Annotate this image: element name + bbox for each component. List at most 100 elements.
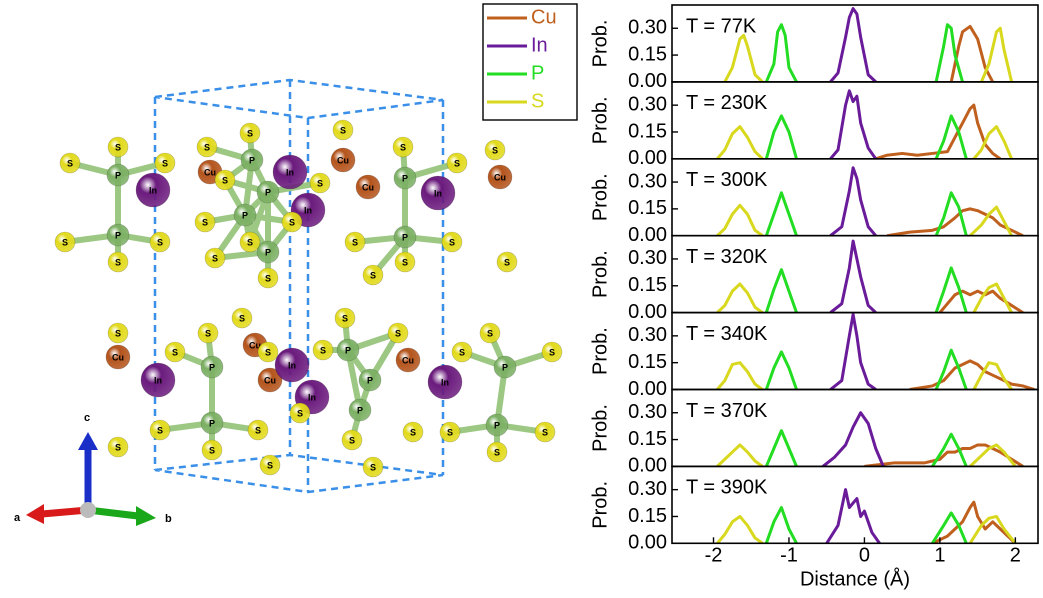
- panel: 0.00 0.15 0.30 Prob. T = 77K Cu In PS: [482, 3, 1039, 121]
- atom: [486, 441, 508, 463]
- panel: 0.00 0.15 0.30 Prob. T = 390K -2 -1 0 1 2 Distance…: [589, 465, 1039, 591]
- series-line: [716, 514, 1017, 544]
- panel-annotation: T = 230K: [686, 92, 768, 114]
- atom-label: S: [212, 253, 218, 263]
- atom-label: P: [265, 247, 271, 257]
- atom: [259, 454, 281, 476]
- atom-label: P: [502, 362, 508, 372]
- panel: 0.00 0.15 0.30 Prob. T = 300K: [589, 158, 1039, 246]
- atom: [107, 136, 129, 158]
- series-line: [909, 359, 1035, 390]
- atom: [485, 413, 509, 437]
- legend-label: Cu: [531, 6, 557, 28]
- atom: [54, 231, 76, 253]
- atom: [334, 307, 356, 329]
- atom: [393, 225, 417, 249]
- y-tick-label: 0.30: [628, 247, 667, 269]
- atom-label: Cu: [337, 155, 349, 165]
- atom-label: S: [370, 270, 376, 280]
- atom: [200, 355, 224, 379]
- atom-label: P: [402, 173, 408, 183]
- atom-label: S: [549, 347, 555, 357]
- atom: [231, 307, 253, 329]
- y-tick-label: 0.30: [628, 170, 667, 192]
- atom-label: S: [297, 408, 303, 418]
- y-tick-label: 0.30: [628, 324, 667, 346]
- atom: [441, 231, 463, 253]
- c-arrow: [78, 432, 98, 450]
- atom-label: S: [410, 427, 416, 437]
- atom-label: S: [402, 257, 408, 267]
- atom-label: S: [320, 345, 326, 355]
- x-tick-label: -1: [780, 545, 798, 567]
- series-line: [829, 239, 877, 313]
- atom: [496, 251, 518, 273]
- y-axis-label: Prob.: [589, 250, 611, 298]
- atom: [194, 211, 216, 233]
- atom: [107, 322, 129, 344]
- atom: [233, 203, 257, 227]
- atom: [196, 136, 218, 158]
- atom-label: Cu: [362, 182, 374, 192]
- atom: [257, 341, 279, 363]
- atom-label: S: [395, 328, 401, 338]
- atom: [341, 429, 363, 451]
- series-line: [829, 7, 877, 82]
- y-tick-label: 0.00: [628, 378, 667, 400]
- atom-label: S: [115, 142, 121, 152]
- y-axis-label: Prob.: [589, 481, 611, 529]
- x-tick-label: -2: [705, 545, 723, 567]
- atom-label: P: [209, 362, 215, 372]
- atom-label: S: [342, 313, 348, 323]
- atom: [402, 421, 424, 443]
- series-line: [723, 26, 1014, 82]
- atom: [289, 402, 311, 424]
- series-line: [829, 312, 877, 390]
- atom: [201, 439, 223, 461]
- atom: [272, 154, 308, 190]
- atom: [330, 147, 356, 173]
- atom-label: In: [288, 360, 296, 370]
- b-axis: [87, 506, 139, 520]
- plot-area: [716, 166, 1024, 236]
- b-arrow: [136, 506, 156, 526]
- atom: [214, 169, 236, 191]
- atom: [257, 367, 283, 393]
- series-line: [716, 125, 1013, 159]
- atom: [420, 175, 456, 211]
- plot-area: [716, 411, 1024, 467]
- series-line: [764, 23, 964, 82]
- panel-frame: [671, 465, 1039, 545]
- atom-label: P: [345, 345, 351, 355]
- atom: [439, 421, 461, 443]
- legend-label: P: [531, 62, 544, 84]
- atom: [107, 436, 129, 458]
- panel-annotation: T = 77K: [686, 15, 757, 37]
- plot-area: [716, 239, 1024, 313]
- y-tick-label: 0.15: [628, 428, 667, 450]
- atom: [393, 166, 417, 190]
- origin: [80, 502, 96, 518]
- panel-annotation: T = 320K: [686, 246, 768, 268]
- atom: [336, 338, 360, 362]
- atom-label: S: [349, 435, 355, 445]
- atom-label: Cu: [249, 340, 261, 350]
- panel-annotation: T = 370K: [686, 400, 768, 422]
- atom-label: S: [487, 328, 493, 338]
- atom-label: S: [454, 158, 460, 168]
- series-line: [764, 429, 968, 467]
- panel: 0.00 0.15 0.30 Prob. T = 340K: [589, 311, 1039, 400]
- atom: [534, 421, 556, 443]
- atom-label: S: [172, 347, 178, 357]
- atom-label: S: [352, 237, 358, 247]
- atom-label: In: [154, 375, 162, 385]
- panel: 0.00 0.15 0.30 Prob. T = 320K: [589, 234, 1039, 323]
- atom-label: In: [286, 167, 294, 177]
- y-axis-label: Prob.: [589, 20, 611, 68]
- panel-annotation: T = 390K: [686, 477, 768, 499]
- atom: [358, 368, 382, 392]
- atom: [154, 152, 176, 174]
- atoms: S S S P In S P S S S S Cu P In S S P In S P S S P S S S S S Cu Cu P In S…: [54, 119, 563, 478]
- atom: [59, 152, 81, 174]
